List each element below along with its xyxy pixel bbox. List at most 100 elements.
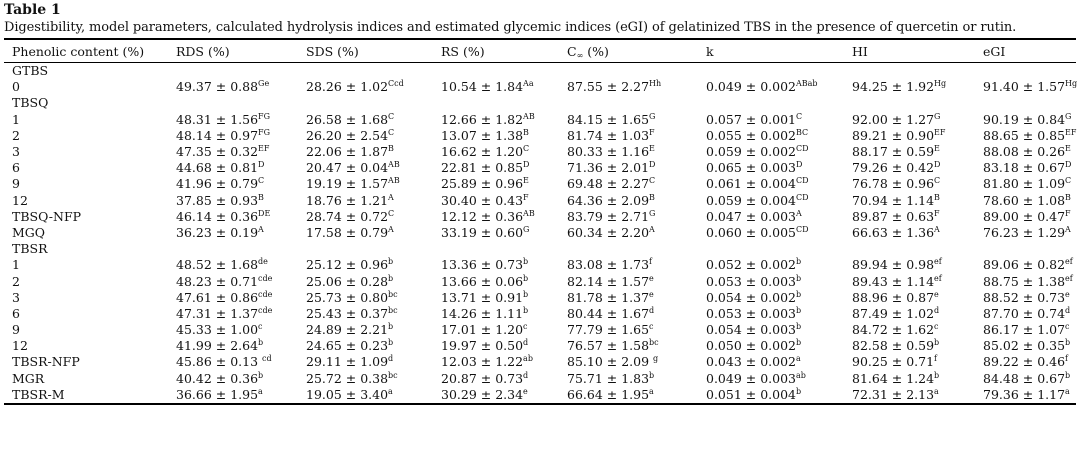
significance-letters: C: [649, 176, 656, 186]
significance-letters: Hh: [649, 79, 662, 89]
significance-letters: b: [388, 273, 394, 283]
significance-letters: b: [796, 322, 802, 332]
cell-egi: 78.60 ± 1.08B: [975, 193, 1076, 209]
significance-letters: b: [796, 386, 802, 396]
significance-letters: A: [934, 224, 940, 234]
cell-value: 79.26 ± 0.42: [852, 160, 935, 176]
significance-letters: b: [796, 273, 802, 283]
significance-letters: B: [1065, 192, 1071, 202]
significance-letters: B: [934, 192, 940, 202]
row-label: 3: [12, 289, 20, 305]
table-row: 9 45.33 ± 1.00c 24.89 ± 2.21b 17.01 ± 1.20c…: [4, 322, 1076, 338]
header-sds: SDS (%): [298, 38, 433, 63]
cell-egi: 89.06 ± 0.82ef: [975, 257, 1076, 273]
cell-value: 13.66 ± 0.06: [441, 273, 524, 289]
row-label: 2: [12, 127, 20, 143]
cell-value: 0.059 ± 0.002: [706, 144, 796, 160]
cell-egi: 86.17 ± 1.07c: [975, 322, 1076, 338]
cell-value: 76.57 ± 1.58: [567, 338, 650, 354]
cell-value: 84.15 ± 1.65: [567, 111, 650, 127]
significance-letters: C: [796, 111, 803, 121]
cell-rs: 22.81 ± 0.85D: [433, 160, 559, 176]
header-c-symbol: C: [567, 43, 577, 59]
cell-rs: 19.97 ± 0.50d: [433, 338, 559, 354]
cell-value: 0.049 ± 0.002: [706, 79, 796, 95]
cell-value: 26.20 ± 2.54: [306, 127, 389, 143]
cell-sds: 20.47 ± 0.04AB: [298, 160, 433, 176]
table-row: MGQ 36.23 ± 0.19A 17.58 ± 0.79A 33.19 ± 0.6…: [4, 225, 1076, 241]
cell-k: 0.054 ± 0.003b: [698, 322, 844, 338]
significance-letters: EF: [258, 144, 270, 154]
cell-value: 19.19 ± 1.57: [306, 176, 389, 192]
cell-rds: 48.14 ± 0.97FG: [168, 128, 298, 144]
group-label: TBSQ: [12, 95, 49, 111]
cell-rds: 40.42 ± 0.36b: [168, 371, 298, 387]
cell-hi: 82.58 ± 0.59b: [844, 338, 975, 354]
cell-value: 19.05 ± 3.40: [306, 386, 389, 402]
group-row: TBSQ: [4, 95, 1076, 111]
cell-value: 20.47 ± 0.04: [306, 160, 389, 176]
cell-value: 16.62 ± 1.20: [441, 144, 524, 160]
significance-letters: d: [649, 305, 655, 315]
cell-hi: 88.96 ± 0.87e: [844, 290, 975, 306]
cell-egi: 79.36 ± 1.17a: [975, 386, 1076, 405]
cell-hi: 90.25 ± 0.71f: [844, 354, 975, 370]
cell-value: 25.72 ± 0.38: [306, 370, 389, 386]
significance-letters: F: [934, 208, 940, 218]
significance-letters: b: [258, 338, 264, 348]
cell-value: 0.050 ± 0.002: [706, 338, 796, 354]
significance-letters: F: [1065, 208, 1071, 218]
significance-letters: D: [258, 160, 265, 170]
cell-value: 0.049 ± 0.003: [706, 370, 796, 386]
cell-c-infinity: 81.78 ± 1.37e: [559, 290, 698, 306]
cell-rds: 47.61 ± 0.86cde: [168, 290, 298, 306]
cell-hi: 84.72 ± 1.62c: [844, 322, 975, 338]
significance-letters: e: [1065, 289, 1070, 299]
cell-value: 89.94 ± 0.98: [852, 257, 935, 273]
cell-value: 83.18 ± 0.67: [983, 160, 1066, 176]
significance-letters: b: [796, 305, 802, 315]
significance-letters: C: [523, 144, 530, 154]
header-row: Phenolic content (%) RDS (%) SDS (%) RS …: [4, 38, 1076, 63]
significance-letters: f: [934, 354, 938, 364]
cell-value: 10.54 ± 1.84: [441, 79, 524, 95]
cell-value: 88.96 ± 0.87: [852, 289, 935, 305]
cell-hi: 72.31 ± 2.13a: [844, 386, 975, 405]
table-row: 2 48.14 ± 0.97FG 26.20 ± 2.54C 13.07 ± 1.38…: [4, 128, 1076, 144]
significance-letters: AB: [523, 111, 535, 121]
cell-value: 89.22 ± 0.46: [983, 354, 1066, 370]
row-label: 1: [12, 111, 20, 127]
cell-value: 88.17 ± 0.59: [852, 144, 935, 160]
significance-letters: A: [796, 208, 802, 218]
cell-value: 48.23 ± 0.71: [176, 273, 259, 289]
cell-c-infinity: 83.08 ± 1.73f: [559, 257, 698, 273]
cell-k: 0.049 ± 0.002ABab: [698, 79, 844, 95]
cell-hi: 89.94 ± 0.98ef: [844, 257, 975, 273]
cell-value: 71.36 ± 2.01: [567, 160, 650, 176]
cell-value: 0.053 ± 0.003: [706, 273, 796, 289]
cell-value: 47.35 ± 0.32: [176, 144, 259, 160]
significance-letters: D: [934, 160, 941, 170]
significance-letters: D: [523, 160, 530, 170]
significance-letters: b: [388, 338, 394, 348]
cell-value: 25.73 ± 0.80: [306, 289, 389, 305]
cell-rs: 30.29 ± 2.34e: [433, 386, 559, 405]
table-row: 1 48.52 ± 1.68de 25.12 ± 0.96b 13.36 ± 0.73…: [4, 257, 1076, 273]
cell-egi: 87.70 ± 0.74d: [975, 306, 1076, 322]
cell-value: 90.19 ± 0.84: [983, 111, 1066, 127]
cell-hi: 70.94 ± 1.14B: [844, 193, 975, 209]
cell-sds: 26.20 ± 2.54C: [298, 128, 433, 144]
group-row: TBSR: [4, 241, 1076, 257]
cell-value: 13.71 ± 0.91: [441, 289, 524, 305]
cell-k: 0.059 ± 0.002CD: [698, 144, 844, 160]
cell-value: 81.74 ± 1.03: [567, 127, 650, 143]
cell-rs: 12.12 ± 0.36AB: [433, 209, 559, 225]
cell-value: 28.26 ± 1.02: [306, 79, 389, 95]
cell-c-infinity: 83.79 ± 2.71G: [559, 209, 698, 225]
cell-value: 47.61 ± 0.86: [176, 289, 259, 305]
cell-sds: 19.19 ± 1.57AB: [298, 176, 433, 192]
significance-letters: bc: [649, 338, 659, 348]
table-row: 3 47.61 ± 0.86cde 25.73 ± 0.80bc 13.71 ± 0.…: [4, 290, 1076, 306]
cell-value: 79.36 ± 1.17: [983, 386, 1066, 402]
significance-letters: ABab: [796, 79, 818, 89]
